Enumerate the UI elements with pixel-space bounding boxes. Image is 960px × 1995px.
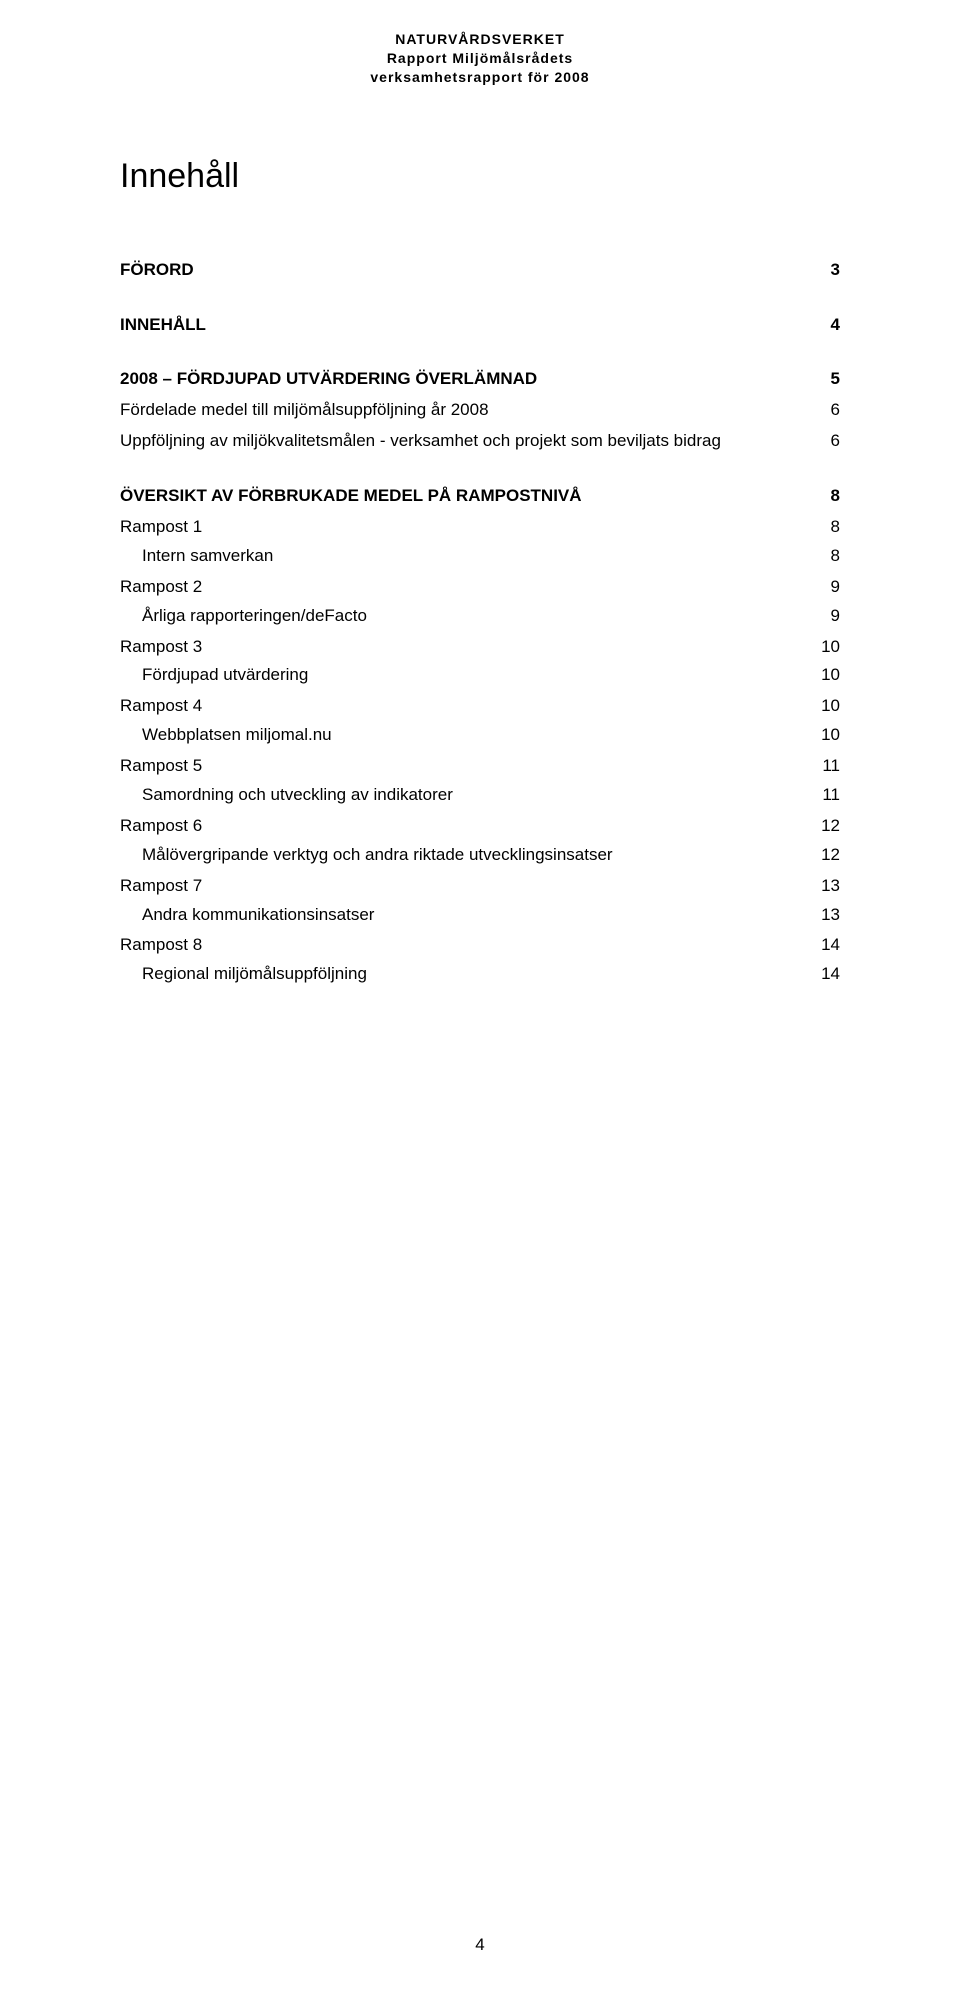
toc-entry: Rampost 6 12 xyxy=(120,812,840,841)
toc-page-number: 10 xyxy=(801,661,840,690)
toc-page-number: 9 xyxy=(811,602,840,631)
toc-page-number: 13 xyxy=(801,872,840,901)
toc-label: Andra kommunikationsinsatser xyxy=(142,901,801,930)
toc-label: FÖRORD xyxy=(120,256,811,285)
toc-entry: Webbplatsen miljomal.nu 10 xyxy=(120,721,840,750)
header-line-2: Rapport Miljömålsrådets xyxy=(120,49,840,68)
toc-entry: Fördjupad utvärdering 10 xyxy=(120,661,840,690)
toc-entry: Andra kommunikationsinsatser 13 xyxy=(120,901,840,930)
toc-label: Samordning och utveckling av indikatorer xyxy=(142,781,802,810)
toc-label: Intern samverkan xyxy=(142,542,811,571)
toc-page-number: 11 xyxy=(802,752,840,781)
toc-label: Målövergripande verktyg och andra riktad… xyxy=(142,841,801,870)
toc-entry: Intern samverkan 8 xyxy=(120,542,840,571)
toc-entry: Uppföljning av miljökvalitetsmålen - ver… xyxy=(120,427,840,456)
toc-page-number: 9 xyxy=(811,573,840,602)
page-number: 4 xyxy=(0,1935,960,1955)
toc-entry: INNEHÅLL 4 xyxy=(120,311,840,340)
toc-label: Fördjupad utvärdering xyxy=(142,661,801,690)
toc-page-number: 10 xyxy=(801,692,840,721)
toc-page-number: 10 xyxy=(801,633,840,662)
toc-entry: Rampost 5 11 xyxy=(120,752,840,781)
toc-entry: Årliga rapporteringen/deFacto 9 xyxy=(120,602,840,631)
toc-entry: Rampost 8 14 xyxy=(120,931,840,960)
toc-page-number: 12 xyxy=(801,812,840,841)
toc-entry: FÖRORD 3 xyxy=(120,256,840,285)
toc-page-number: 4 xyxy=(811,311,840,340)
toc-entry: ÖVERSIKT AV FÖRBRUKADE MEDEL PÅ RAMPOSTN… xyxy=(120,482,840,511)
header-line-3: verksamhetsrapport för 2008 xyxy=(120,68,840,87)
toc-page-number: 8 xyxy=(811,482,840,511)
toc-label: Rampost 3 xyxy=(120,633,801,662)
toc-label: Årliga rapporteringen/deFacto xyxy=(142,602,811,631)
toc-entry: Fördelade medel till miljömålsuppföljnin… xyxy=(120,396,840,425)
toc-label: Webbplatsen miljomal.nu xyxy=(142,721,801,750)
toc-entry: Samordning och utveckling av indikatorer… xyxy=(120,781,840,810)
toc-label: 2008 – FÖRDJUPAD UTVÄRDERING ÖVERLÄMNAD xyxy=(120,365,811,394)
toc-label: Rampost 2 xyxy=(120,573,811,602)
toc-page-number: 8 xyxy=(811,542,840,571)
toc-entry: Rampost 7 13 xyxy=(120,872,840,901)
toc-label: ÖVERSIKT AV FÖRBRUKADE MEDEL PÅ RAMPOSTN… xyxy=(120,482,811,511)
document-page: NATURVÅRDSVERKET Rapport Miljömålsrådets… xyxy=(0,0,960,1995)
toc-entry: Rampost 1 8 xyxy=(120,513,840,542)
toc-label: Uppföljning av miljökvalitetsmålen - ver… xyxy=(120,427,811,456)
toc-label: Rampost 7 xyxy=(120,872,801,901)
toc-page-number: 8 xyxy=(811,513,840,542)
toc-page-number: 14 xyxy=(801,931,840,960)
toc-page-number: 13 xyxy=(801,901,840,930)
toc-page-number: 14 xyxy=(801,960,840,989)
toc-label: Rampost 8 xyxy=(120,931,801,960)
toc-label: Regional miljömålsuppföljning xyxy=(142,960,801,989)
toc-label: Rampost 5 xyxy=(120,752,802,781)
page-title: Innehåll xyxy=(120,157,840,196)
toc-page-number: 11 xyxy=(802,781,840,810)
toc-entry: Regional miljömålsuppföljning 14 xyxy=(120,960,840,989)
toc-entry: Rampost 4 10 xyxy=(120,692,840,721)
header-line-1: NATURVÅRDSVERKET xyxy=(120,30,840,49)
toc-page-number: 6 xyxy=(811,396,840,425)
toc-label: Rampost 1 xyxy=(120,513,811,542)
toc-page-number: 3 xyxy=(811,256,840,285)
toc-page-number: 6 xyxy=(811,427,840,456)
toc-label: Rampost 4 xyxy=(120,692,801,721)
toc-page-number: 5 xyxy=(811,365,840,394)
toc-label: INNEHÅLL xyxy=(120,311,811,340)
toc-page-number: 10 xyxy=(801,721,840,750)
toc-page-number: 12 xyxy=(801,841,840,870)
toc-entry: Rampost 3 10 xyxy=(120,633,840,662)
toc-entry: Rampost 2 9 xyxy=(120,573,840,602)
table-of-contents: FÖRORD 3 INNEHÅLL 4 2008 – FÖRDJUPAD UTV… xyxy=(120,256,840,990)
toc-label: Fördelade medel till miljömålsuppföljnin… xyxy=(120,396,811,425)
running-header: NATURVÅRDSVERKET Rapport Miljömålsrådets… xyxy=(120,30,840,87)
toc-label: Rampost 6 xyxy=(120,812,801,841)
toc-entry: 2008 – FÖRDJUPAD UTVÄRDERING ÖVERLÄMNAD … xyxy=(120,365,840,394)
toc-entry: Målövergripande verktyg och andra riktad… xyxy=(120,841,840,870)
